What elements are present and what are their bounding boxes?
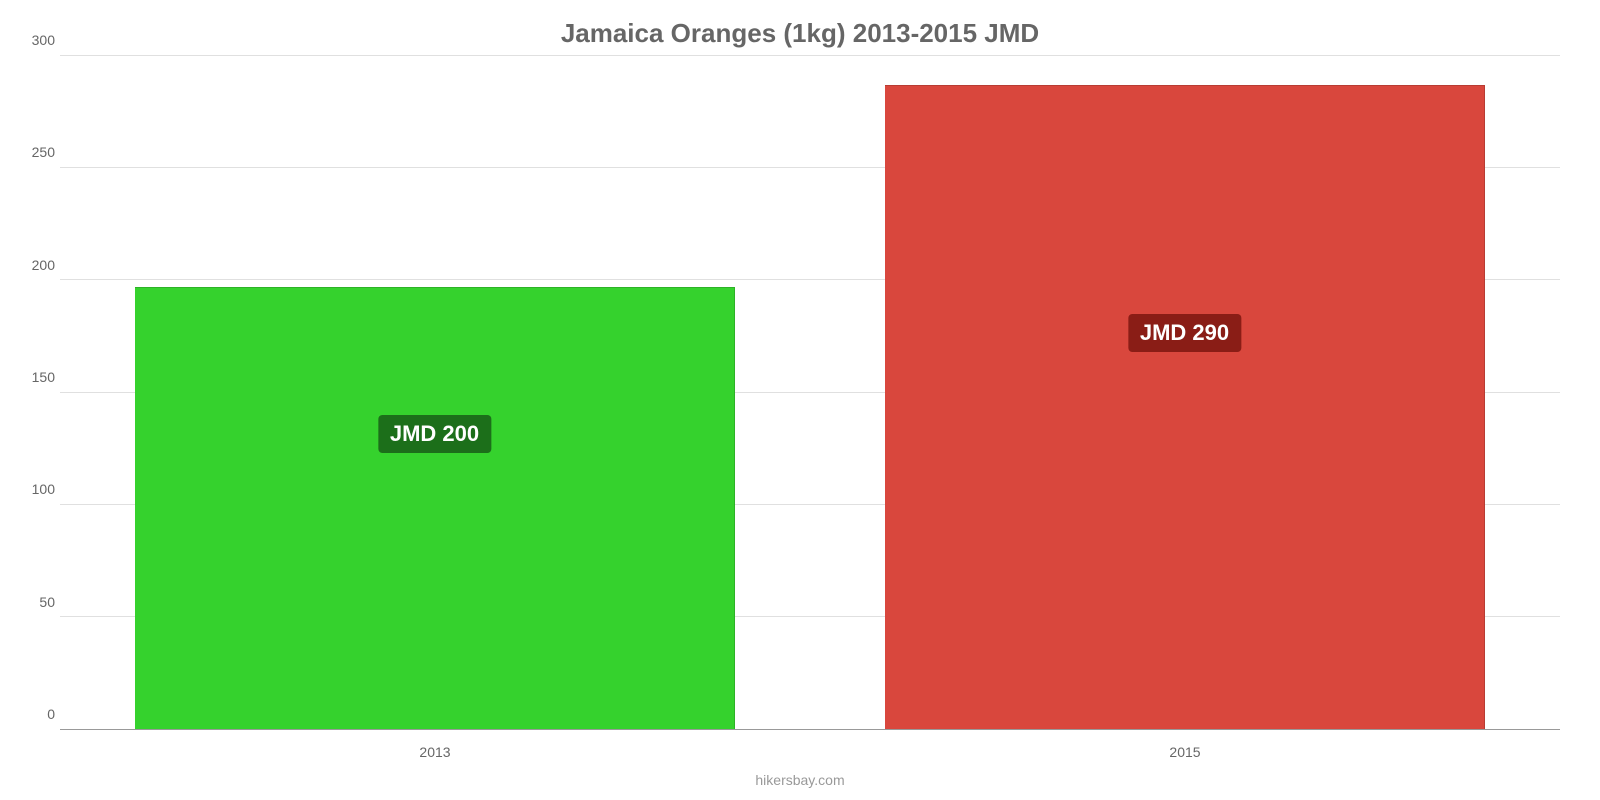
- bars-container: JMD 200 JMD 290: [60, 56, 1560, 729]
- y-tick: 50: [15, 594, 55, 610]
- bar: JMD 290: [885, 85, 1485, 729]
- bar-slot: JMD 200: [60, 56, 810, 729]
- chart-area: 050100150200250300 JMD 200JMD 290: [60, 56, 1560, 730]
- y-tick: 200: [15, 257, 55, 273]
- x-tick: 2015: [810, 738, 1560, 760]
- y-tick: 300: [15, 32, 55, 48]
- y-tick: 250: [15, 144, 55, 160]
- bar-slot: JMD 290: [810, 56, 1560, 729]
- x-axis: 20132015: [60, 738, 1560, 760]
- bar-value-label: JMD 200: [378, 415, 491, 453]
- bar: JMD 200: [135, 287, 735, 729]
- y-tick: 0: [15, 706, 55, 722]
- chart-title: Jamaica Oranges (1kg) 2013-2015 JMD: [0, 0, 1600, 55]
- x-tick: 2013: [60, 738, 810, 760]
- credit-text: hikersbay.com: [0, 772, 1600, 788]
- y-axis: 050100150200250300: [15, 56, 55, 730]
- y-tick: 100: [15, 481, 55, 497]
- plot-area: JMD 200 JMD 290: [60, 56, 1560, 730]
- y-tick: 150: [15, 369, 55, 385]
- bar-value-label: JMD 290: [1128, 314, 1241, 352]
